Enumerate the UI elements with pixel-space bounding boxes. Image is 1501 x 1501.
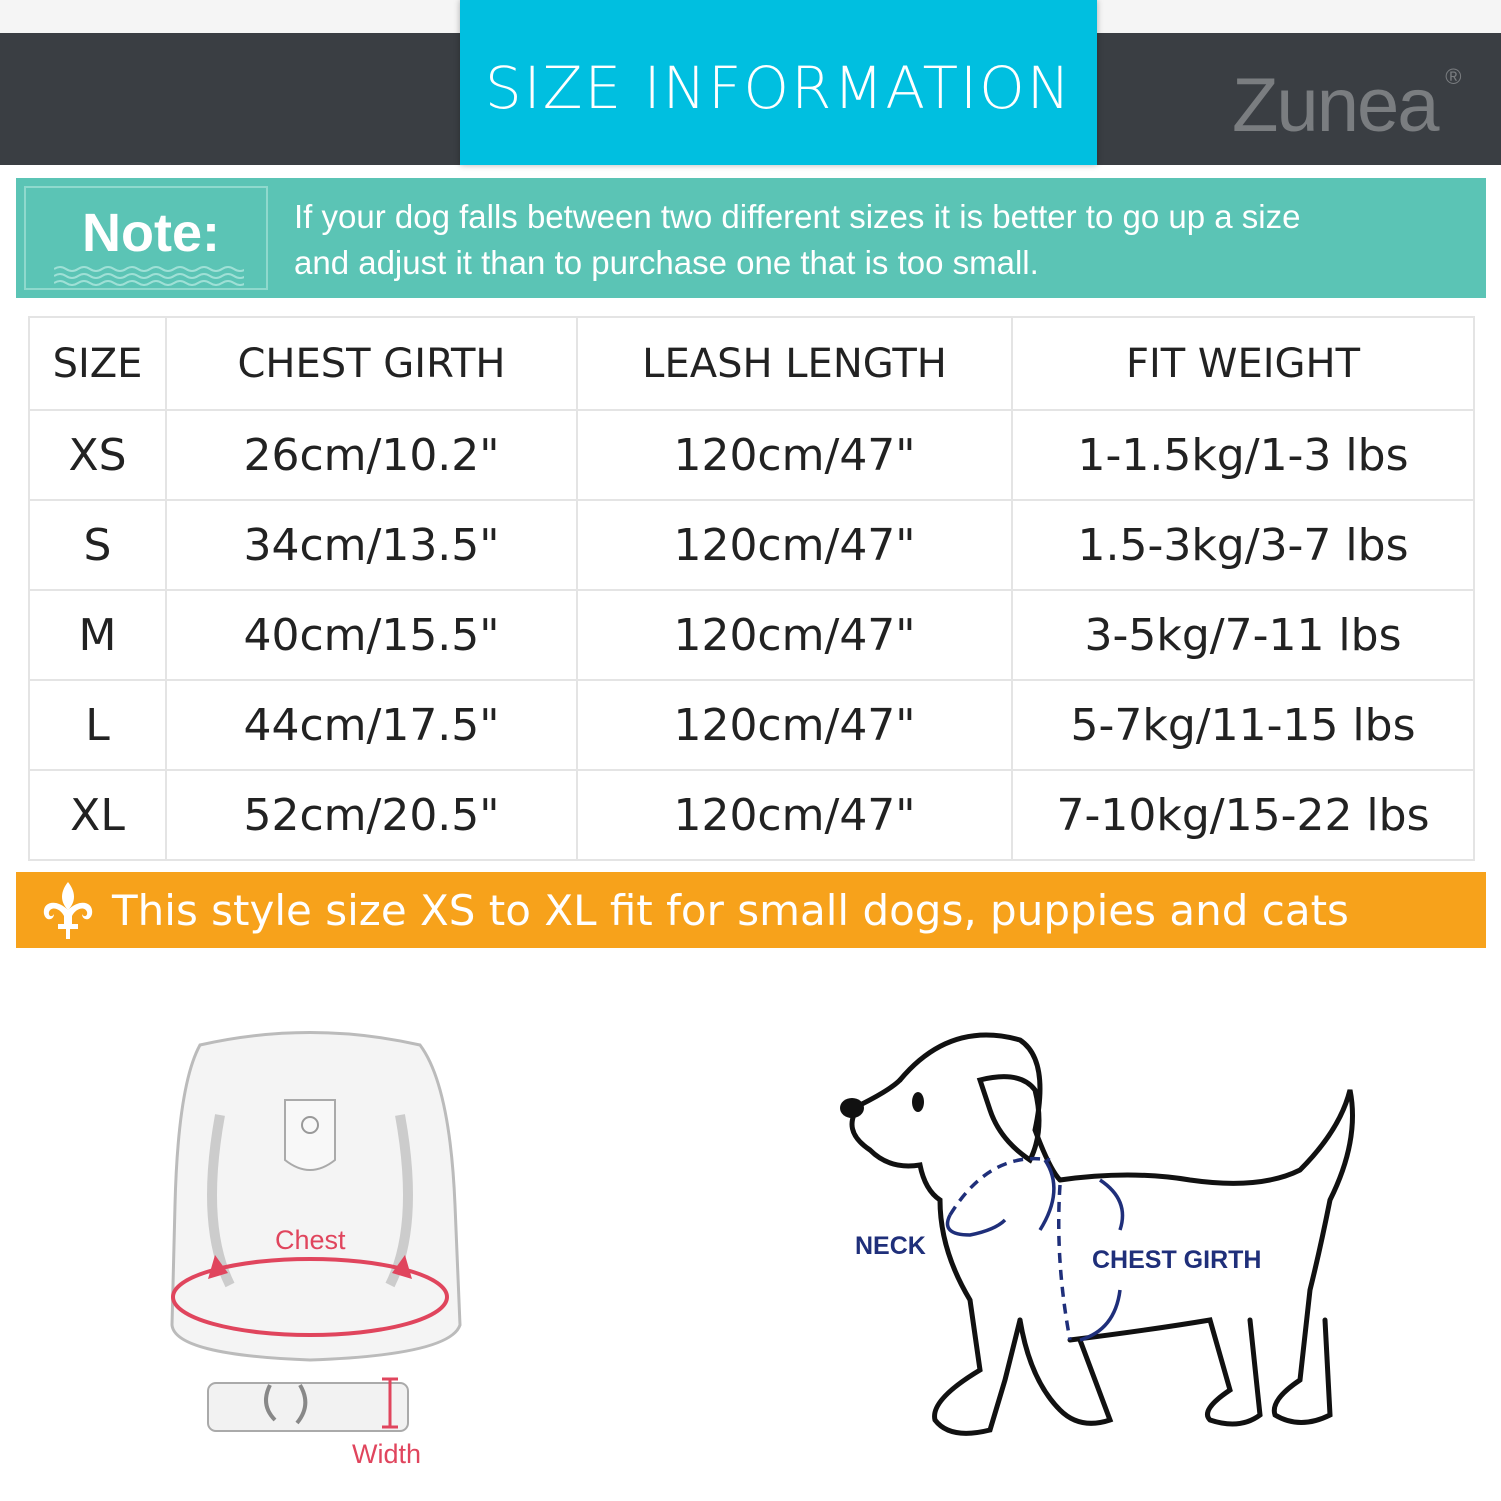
- chest-cell: 34cm/13.5": [165, 499, 578, 591]
- size-cell: M: [28, 589, 167, 681]
- harness-diagram: Chest Width: [160, 1025, 470, 1469]
- header-leash-length: LEASH LENGTH: [576, 316, 1013, 411]
- page-title: SIZE INFORMATION: [484, 53, 1073, 122]
- neck-label: NECK: [855, 1232, 926, 1260]
- fleur-de-lis-icon: [43, 882, 93, 939]
- width-label: Width: [352, 1439, 422, 1469]
- note-line-1: If your dog falls between two different …: [294, 198, 1301, 235]
- harness-illustration: [170, 1031, 462, 1432]
- size-cell: S: [28, 499, 167, 591]
- table-row: S 34cm/13.5" 120cm/47" 1.5-3kg/3-7 lbs: [28, 499, 1475, 591]
- fit-banner: This style size XS to XL fit for small d…: [16, 872, 1486, 948]
- table-row: M 40cm/15.5" 120cm/47" 3-5kg/7-11 lbs: [28, 589, 1475, 681]
- table-header-row: SIZE CHEST GIRTH LEASH LENGTH FIT WEIGHT: [28, 316, 1475, 411]
- leash-cell: 120cm/47": [576, 589, 1013, 681]
- weight-cell: 7-10kg/15-22 lbs: [1011, 769, 1475, 861]
- note-badge: Note:: [24, 186, 268, 290]
- size-cell: XS: [28, 409, 167, 501]
- weight-cell: 1.5-3kg/3-7 lbs: [1011, 499, 1475, 591]
- table-row: L 44cm/17.5" 120cm/47" 5-7kg/11-15 lbs: [28, 679, 1475, 771]
- registered-mark: ®: [1445, 64, 1461, 89]
- table-row: XL 52cm/20.5" 120cm/47" 7-10kg/15-22 lbs: [28, 769, 1475, 861]
- title-box: SIZE INFORMATION: [460, 0, 1097, 165]
- chest-label: Chest: [275, 1225, 346, 1255]
- leash-cell: 120cm/47": [576, 769, 1013, 861]
- weight-cell: 3-5kg/7-11 lbs: [1011, 589, 1475, 681]
- note-banner: Note: If your dog falls between two diff…: [16, 178, 1486, 298]
- brand-name: Zunea: [1232, 63, 1439, 148]
- size-table: SIZE CHEST GIRTH LEASH LENGTH FIT WEIGHT…: [28, 316, 1475, 861]
- leash-cell: 120cm/47": [576, 409, 1013, 501]
- chest-cell: 40cm/15.5": [165, 589, 578, 681]
- leash-cell: 120cm/47": [576, 499, 1013, 591]
- dog-diagram: NECK CHEST GIRTH: [830, 1020, 1390, 1484]
- fit-banner-text: This style size XS to XL fit for small d…: [112, 885, 1349, 935]
- note-label: Note:: [82, 203, 220, 263]
- wave-icon: [54, 266, 244, 286]
- chest-cell: 52cm/20.5": [165, 769, 578, 861]
- note-text: If your dog falls between two different …: [294, 194, 1300, 286]
- leash-cell: 120cm/47": [576, 679, 1013, 771]
- chest-cell: 44cm/17.5": [165, 679, 578, 771]
- brand-logo: Zunea ®: [1232, 62, 1462, 149]
- weight-cell: 1-1.5kg/1-3 lbs: [1011, 409, 1475, 501]
- size-cell: L: [28, 679, 167, 771]
- note-line-2: and adjust it than to purchase one that …: [294, 244, 1039, 281]
- chest-cell: 26cm/10.2": [165, 409, 578, 501]
- dog-illustration: [840, 1032, 1355, 1436]
- table-row: XS 26cm/10.2" 120cm/47" 1-1.5kg/1-3 lbs: [28, 409, 1475, 501]
- chest-girth-label: CHEST GIRTH: [1092, 1246, 1262, 1274]
- weight-cell: 5-7kg/11-15 lbs: [1011, 679, 1475, 771]
- header-chest-girth: CHEST GIRTH: [165, 316, 578, 411]
- size-cell: XL: [28, 769, 167, 861]
- header-size: SIZE: [28, 316, 167, 411]
- header-fit-weight: FIT WEIGHT: [1011, 316, 1475, 411]
